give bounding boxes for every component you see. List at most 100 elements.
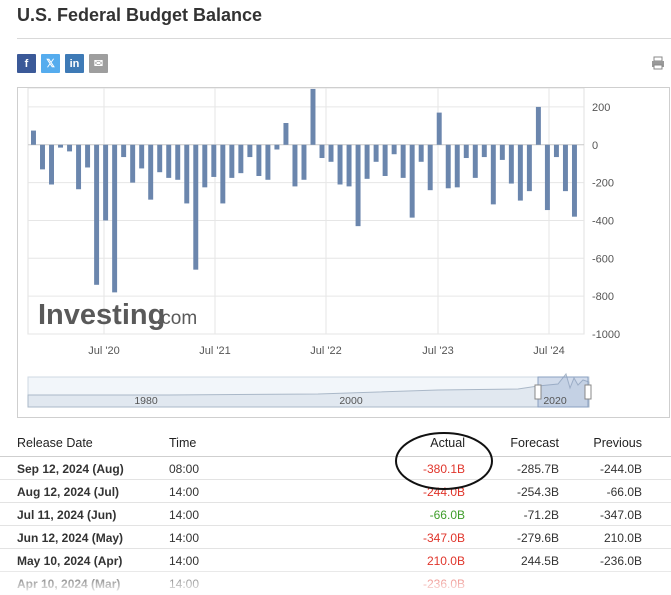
bar[interactable] xyxy=(148,144,154,200)
bar[interactable] xyxy=(256,144,262,176)
bar[interactable] xyxy=(157,144,163,173)
bar[interactable] xyxy=(310,88,316,145)
bar[interactable] xyxy=(193,144,199,270)
twitter-icon[interactable]: 𝕏 xyxy=(41,54,60,73)
bar[interactable] xyxy=(499,144,505,160)
bar[interactable] xyxy=(427,144,433,191)
bar[interactable] xyxy=(85,144,91,168)
cell-previous: -236.0B xyxy=(599,554,642,568)
y-tick-label: -800 xyxy=(592,291,614,303)
table-fade xyxy=(0,565,671,595)
bar[interactable] xyxy=(436,112,442,145)
bar[interactable] xyxy=(202,144,208,188)
title-divider xyxy=(17,38,671,39)
header-time[interactable]: Time xyxy=(169,436,197,450)
x-tick-label: Jul '23 xyxy=(422,345,453,357)
bar[interactable] xyxy=(355,144,361,227)
cell-time: 14:00 xyxy=(169,485,200,499)
chart-navigator[interactable]: 1980 2000 2020 xyxy=(27,372,592,408)
bar[interactable] xyxy=(409,144,415,218)
bar[interactable] xyxy=(175,144,181,180)
bar[interactable] xyxy=(76,144,82,190)
bar[interactable] xyxy=(94,144,100,285)
facebook-icon[interactable]: f xyxy=(17,54,36,73)
bar[interactable] xyxy=(391,144,397,155)
bar[interactable] xyxy=(463,144,469,159)
cell-previous: -244.0B xyxy=(599,462,642,476)
bar[interactable] xyxy=(328,144,334,162)
cell-actual: -380.1B xyxy=(422,462,465,476)
y-tick-label: -1000 xyxy=(592,329,620,341)
bar[interactable] xyxy=(247,144,253,158)
bar[interactable] xyxy=(265,144,271,180)
bar[interactable] xyxy=(364,144,370,179)
bar[interactable] xyxy=(481,144,487,158)
bar[interactable] xyxy=(238,144,244,174)
x-tick-label: Jul '22 xyxy=(310,345,341,357)
bar[interactable] xyxy=(49,144,54,185)
bar[interactable] xyxy=(166,144,172,178)
bar[interactable] xyxy=(103,144,109,221)
header-forecast[interactable]: Forecast xyxy=(510,436,559,450)
cell-forecast: -254.3B xyxy=(516,485,559,499)
email-icon[interactable]: ✉ xyxy=(89,54,108,73)
bar[interactable] xyxy=(139,144,145,169)
cell-release-date: Jun 12, 2024 (May) xyxy=(17,531,124,545)
bar[interactable] xyxy=(346,144,352,187)
bar[interactable] xyxy=(418,144,424,162)
bar[interactable] xyxy=(67,144,73,152)
bar[interactable] xyxy=(382,144,388,176)
share-bar: f 𝕏 in ✉ xyxy=(17,54,108,73)
watermark-brand: Investing xyxy=(38,299,165,331)
bar[interactable] xyxy=(40,144,45,170)
bar[interactable] xyxy=(229,144,235,178)
navigator-handle[interactable] xyxy=(584,384,592,400)
header-actual[interactable]: Actual xyxy=(430,436,465,450)
watermark-suffix: .com xyxy=(156,308,197,329)
bar[interactable] xyxy=(274,144,280,150)
bar[interactable] xyxy=(184,144,190,204)
bar[interactable] xyxy=(292,144,298,187)
cell-forecast: -285.7B xyxy=(516,462,559,476)
page-title: U.S. Federal Budget Balance xyxy=(17,5,263,25)
bar[interactable] xyxy=(373,144,379,162)
bar[interactable] xyxy=(283,123,289,145)
table-row: Jul 11, 2024 (Jun) 14:00 -66.0B -71.2B -347.… xyxy=(0,503,671,526)
bar[interactable] xyxy=(400,144,406,178)
bar[interactable] xyxy=(544,144,550,211)
bar[interactable] xyxy=(490,144,496,205)
print-icon[interactable] xyxy=(651,56,665,75)
bar[interactable] xyxy=(112,144,118,293)
bar[interactable] xyxy=(508,144,514,184)
cell-forecast: 244.5B xyxy=(520,554,559,568)
bar[interactable] xyxy=(319,144,325,159)
bar[interactable] xyxy=(58,144,64,148)
linkedin-icon[interactable]: in xyxy=(65,54,84,73)
header-previous[interactable]: Previous xyxy=(593,436,642,450)
bar[interactable] xyxy=(220,144,226,204)
bar[interactable] xyxy=(517,144,523,201)
bar[interactable] xyxy=(121,144,127,158)
budget-balance-chart: 2000-200-400-600-800-1000 Jul '20 Jul '21… xyxy=(27,87,620,408)
cell-actual: 210.0B xyxy=(426,554,465,568)
bar[interactable] xyxy=(553,144,559,158)
bar[interactable] xyxy=(454,144,460,188)
cell-actual: -66.0B xyxy=(429,508,465,522)
cell-release-date: Jul 11, 2024 (Jun) xyxy=(17,508,117,522)
header-release-date[interactable]: Release Date xyxy=(17,436,93,450)
bar[interactable] xyxy=(571,144,577,217)
bar[interactable] xyxy=(472,144,478,178)
bar[interactable] xyxy=(535,106,541,145)
bar[interactable] xyxy=(445,144,451,189)
bar[interactable] xyxy=(301,144,307,180)
bar[interactable] xyxy=(31,130,36,145)
bar[interactable] xyxy=(337,144,343,185)
navigator-handle[interactable] xyxy=(534,384,542,400)
bar[interactable] xyxy=(130,144,136,183)
release-table: Release Date Time Actual Forecast Previo… xyxy=(0,428,671,595)
cell-time: 14:00 xyxy=(169,531,200,545)
bar[interactable] xyxy=(211,144,217,177)
cell-time: 14:00 xyxy=(169,508,200,522)
bar[interactable] xyxy=(562,144,568,192)
bar[interactable] xyxy=(526,144,532,192)
